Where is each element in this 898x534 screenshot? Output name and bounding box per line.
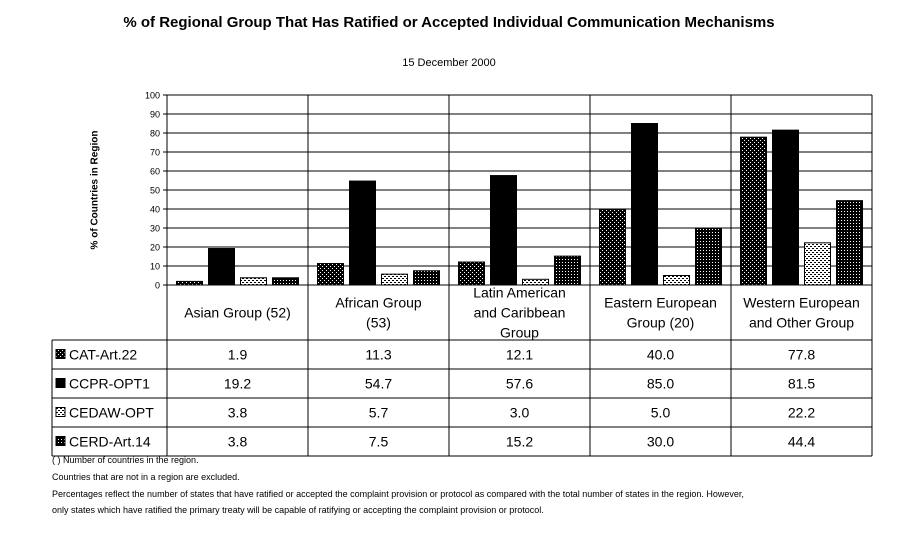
bar-1-3 <box>413 270 440 286</box>
note-2: Percentages reflect the number of states… <box>52 489 744 499</box>
bar-0-2 <box>240 277 267 286</box>
data-label-2-0: 3.8 <box>228 405 248 421</box>
note-1: Countries that are not in a region are e… <box>52 472 240 482</box>
bar-0-1 <box>208 248 235 286</box>
legend-label-2: CEDAW-OPT <box>69 405 154 421</box>
legend-key-3 <box>55 436 66 446</box>
y-tick-label-4: 40 <box>150 205 160 215</box>
data-label-3-2: 15.2 <box>506 434 533 450</box>
note-0: ( ) Number of countries in the region. <box>52 455 199 465</box>
data-table: Asian Group (52) African Group (53) Latin A… <box>51 285 873 457</box>
y-tick-label-5: 50 <box>150 186 160 196</box>
data-label-0-1: 11.3 <box>365 347 391 363</box>
category-label-1: African Group (53) <box>335 295 422 331</box>
data-label-2-3: 5.0 <box>651 405 671 421</box>
chart-subtitle: 15 December 2000 <box>402 57 496 69</box>
bar-3-2 <box>663 275 690 286</box>
data-label-0-3: 40.0 <box>647 347 674 363</box>
data-label-1-1: 54.7 <box>365 376 392 392</box>
y-tick-label-1: 10 <box>150 262 160 272</box>
data-label-3-4: 44.4 <box>788 434 815 450</box>
bar-4-2 <box>804 242 831 286</box>
data-label-1-3: 85.0 <box>647 376 674 392</box>
data-label-2-4: 22.2 <box>788 405 815 421</box>
chart-title: % of Regional Group That Has Ratified or… <box>123 14 775 31</box>
bar-1-0 <box>317 263 344 286</box>
data-label-3-0: 3.8 <box>228 434 248 450</box>
bar-4-0 <box>740 136 767 286</box>
y-tick-label-3: 30 <box>150 224 160 234</box>
data-label-2-2: 3.0 <box>510 405 530 421</box>
bar-1-1 <box>349 180 376 286</box>
data-label-3-1: 7.5 <box>369 434 389 450</box>
y-tick-label-8: 80 <box>150 129 160 139</box>
y-tick-label-0: 0 <box>155 281 160 291</box>
bar-2-1 <box>490 175 517 286</box>
y-axis-ticks: 0 10 20 30 40 50 60 70 80 90 100 <box>145 91 167 291</box>
category-label-3: Eastern European Group (20) <box>604 295 717 331</box>
data-label-0-2: 12.1 <box>506 347 533 363</box>
y-tick-label-7: 70 <box>150 148 160 158</box>
data-label-3-3: 30.0 <box>647 434 674 450</box>
legend-key-1 <box>55 378 66 388</box>
category-label-2: Latin American and Caribbean Group <box>473 285 566 341</box>
bar-2-2 <box>522 278 549 286</box>
category-label-0: Asian Group (52) <box>184 305 291 321</box>
bars <box>176 123 863 286</box>
y-tick-label-10: 100 <box>145 91 160 101</box>
data-label-1-2: 57.6 <box>506 376 533 392</box>
bar-4-3 <box>836 200 863 286</box>
bar-3-1 <box>631 123 658 286</box>
bar-1-2 <box>381 273 408 286</box>
legend-label-1: CCPR-OPT1 <box>69 376 150 392</box>
y-tick-label-2: 20 <box>150 243 160 253</box>
data-label-0-4: 77.8 <box>788 347 815 363</box>
data-label-1-4: 81.5 <box>788 376 815 392</box>
note-3: only states which have ratified the prim… <box>52 505 544 515</box>
legend-label-0: CAT-Art.22 <box>69 347 137 363</box>
bar-3-3 <box>695 227 722 286</box>
data-label-1-0: 19.2 <box>224 376 251 392</box>
category-label-4: Western European and Other Group <box>743 295 859 331</box>
bar-2-0 <box>458 261 485 286</box>
bar-4-1 <box>772 129 799 286</box>
bar-2-3 <box>554 255 581 286</box>
legend-key-2 <box>55 407 66 417</box>
data-label-2-1: 5.7 <box>369 405 389 421</box>
bar-3-0 <box>599 208 626 286</box>
data-label-0-0: 1.9 <box>228 347 248 363</box>
legend-label-3: CERD-Art.14 <box>69 434 151 450</box>
bar-0-3 <box>272 277 299 286</box>
y-tick-label-6: 60 <box>150 167 160 177</box>
y-tick-label-9: 90 <box>150 110 160 120</box>
bar-0-0 <box>176 280 203 286</box>
legend-key-0 <box>55 349 66 359</box>
